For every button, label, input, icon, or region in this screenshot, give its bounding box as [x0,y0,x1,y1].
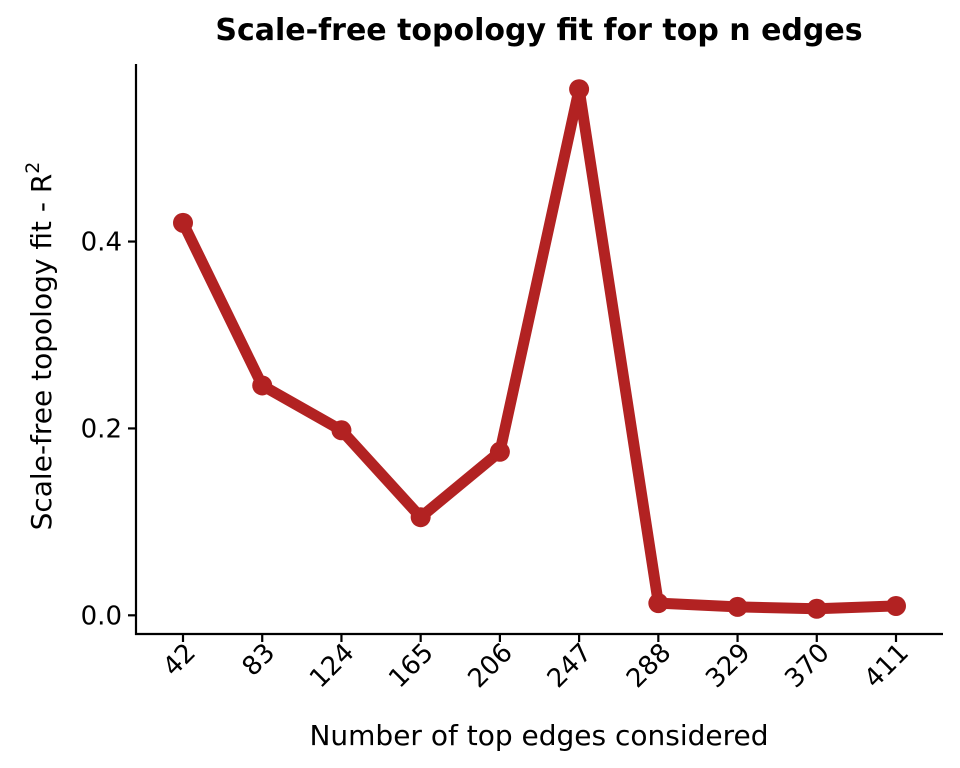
series-line [177,83,902,615]
data-point [727,596,748,617]
series-layer [173,79,906,619]
x-tick-label: 370 [779,638,835,694]
data-point [648,593,669,614]
x-tick-label: 206 [463,638,519,694]
chart-title: Scale-free topology fit for top n edges [215,13,862,48]
x-tick-label: 83 [237,638,282,683]
x-tick-label: 247 [542,638,598,694]
x-axis-ticks: 42 83 124 165 206 247 288 329 370 411 [157,634,915,694]
y-axis-title: Scale-free topology fit - R2 [22,162,58,531]
y-axis-ticks: 0.0 0.2 0.4 [81,228,136,631]
x-tick-label: 411 [859,638,915,694]
x-tick-label: 288 [621,638,677,694]
data-point [489,441,510,462]
x-tick-label: 329 [700,638,756,694]
x-tick-label: 124 [304,638,360,694]
x-tick-label: 42 [157,638,202,683]
data-point [806,598,827,619]
y-tick-label: 0.0 [81,601,122,631]
data-point [252,375,273,396]
y-axis-title-superscript: 2 [22,162,44,174]
y-tick-label: 0.4 [81,228,122,258]
x-axis-title: Number of top edges considered [309,719,768,752]
data-point [569,79,590,100]
data-point [886,595,906,616]
y-axis-title-text: Scale-free topology fit - R [25,174,58,531]
data-point [331,420,352,441]
y-tick-label: 0.2 [81,414,122,444]
data-point [173,212,193,233]
data-point [410,507,431,528]
x-tick-label: 165 [383,638,439,694]
svg-text:Scale-free topology fit - R2: Scale-free topology fit - R2 [22,162,58,531]
